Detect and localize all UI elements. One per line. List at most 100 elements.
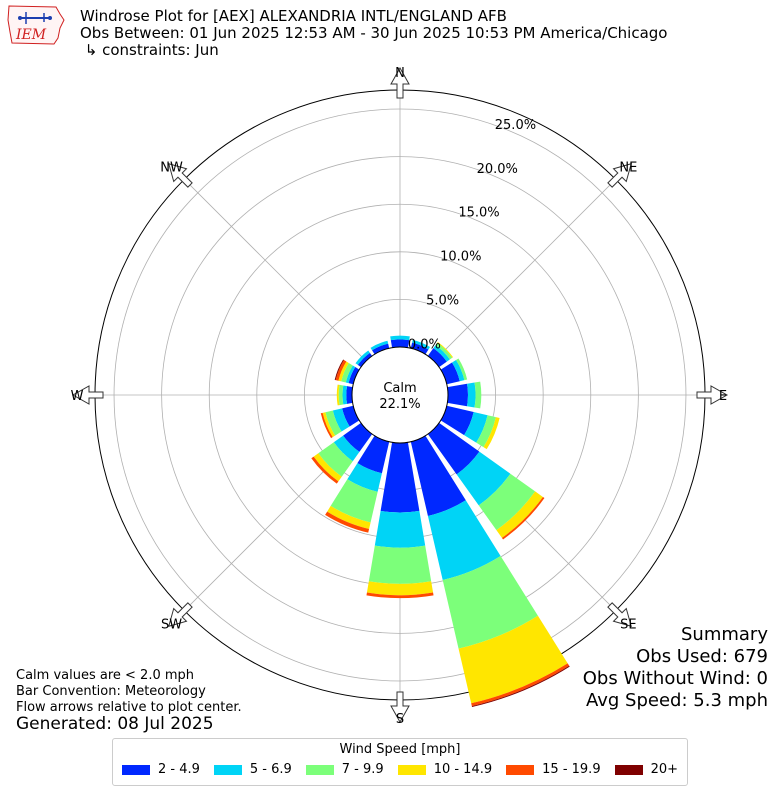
windrose-bar-ne xyxy=(435,342,453,360)
windrose-bar-ssw xyxy=(327,505,371,529)
legend-item: 20+ xyxy=(614,762,679,777)
windrose-bar-nne xyxy=(410,342,429,355)
radial-tick-label: 10.0% xyxy=(440,250,481,265)
windrose-bar-sse xyxy=(427,500,501,580)
compass-label: NW xyxy=(160,161,183,176)
compass-label: NE xyxy=(619,161,637,176)
compass-label: S xyxy=(396,712,404,727)
compass-label: W xyxy=(71,389,84,404)
constraints: ↳ constraints: Jun xyxy=(80,41,219,59)
iem-logo: IEM xyxy=(6,4,66,46)
radial-tick-label: 5.0% xyxy=(426,294,459,309)
windrose-bar-wsw xyxy=(342,405,360,427)
flow-arrow-icon xyxy=(168,602,193,627)
windrose-bar-w xyxy=(336,384,340,406)
windrose-bar-ese xyxy=(483,417,500,450)
windrose-bar-ssw xyxy=(347,463,382,492)
windrose-bar-sse xyxy=(442,555,538,649)
windrose-bar-nw xyxy=(357,352,373,368)
compass-label: SW xyxy=(161,617,182,632)
windrose-bar-wnw xyxy=(334,359,344,381)
windrose-bar-se xyxy=(478,473,536,531)
legend-swatch xyxy=(397,764,426,775)
legend-title: Wind Speed [mph] xyxy=(339,742,461,757)
windrose-bar-ssw xyxy=(357,435,390,474)
legend-item: 5 - 6.9 xyxy=(213,762,292,777)
windrose-bar-sw xyxy=(318,442,353,477)
windrose-bar-ene xyxy=(456,358,468,381)
windrose-bar-e xyxy=(447,383,468,407)
windrose-bar-ssw xyxy=(330,479,378,523)
legend-item: 10 - 14.9 xyxy=(397,762,493,777)
axis-labels: 0.0% 5.0% 10.0% 15.0% 20.0% 25.0% N NE E SE S SW W NW xyxy=(71,66,728,727)
summary-block: Summary Obs Used: 679 Obs Without Wind: … xyxy=(583,624,768,712)
radial-tick-label: 25.0% xyxy=(495,118,536,133)
generated-date: Generated: 08 Jul 2025 xyxy=(16,714,214,734)
legend-label: 7 - 9.9 xyxy=(341,762,384,777)
legend-label: 5 - 6.9 xyxy=(249,762,292,777)
chart-title: Windrose Plot for [AEX] ALEXANDRIA INTL/… xyxy=(80,7,507,25)
legend-swatch xyxy=(121,764,150,775)
calm-circle xyxy=(351,346,449,444)
windrose-bar-w xyxy=(342,385,348,405)
windrose-bar-sw xyxy=(333,435,360,462)
flow-arrow-icon xyxy=(71,385,104,405)
compass-label: SE xyxy=(620,617,636,632)
windrose-bar-ne xyxy=(427,348,447,368)
avg-speed: Avg Speed: 5.3 mph xyxy=(586,690,768,711)
windrose-bar-wsw xyxy=(320,412,333,439)
flow-arrow-icon xyxy=(696,385,729,405)
legend-swatch xyxy=(614,764,643,775)
windrose-bar-e xyxy=(474,381,482,409)
iowa-map-icon: IEM xyxy=(7,5,65,45)
legend-label: 2 - 4.9 xyxy=(157,762,200,777)
flow-arrows xyxy=(71,66,729,724)
windrose-bar-wnw xyxy=(335,359,347,381)
flow-arrow-icon xyxy=(607,163,632,188)
grid-spoke xyxy=(184,179,367,362)
windrose-bar-sw xyxy=(313,453,342,482)
convention-note: Bar Convention: Meteorology xyxy=(16,684,206,699)
windrose-bar-wnw xyxy=(345,365,356,384)
compass-label: N xyxy=(395,66,405,81)
windrose-bar-ssw xyxy=(325,511,370,533)
grid-spoke xyxy=(433,179,616,362)
radial-tick-label: 15.0% xyxy=(458,206,499,221)
windrose-bar-wnw xyxy=(341,363,353,383)
windrose-bar-n xyxy=(390,339,410,348)
obs-used: Obs Used: 679 xyxy=(636,646,768,667)
summary-title: Summary xyxy=(681,624,768,645)
legend-item: 7 - 9.9 xyxy=(305,762,384,777)
windrose-bar-s xyxy=(374,510,426,548)
legend-label: 20+ xyxy=(650,762,679,777)
windrose-bar-sse xyxy=(458,615,568,704)
windrose-bar-e xyxy=(467,382,476,408)
windrose-bar-se xyxy=(427,422,480,475)
legend-label: 10 - 14.9 xyxy=(433,762,493,777)
title-block: Windrose Plot for [AEX] ALEXANDRIA INTL/… xyxy=(80,8,667,59)
wind-bars xyxy=(311,335,570,708)
calm-label: Calm xyxy=(383,381,416,396)
windrose-bar-wnw xyxy=(348,367,360,385)
windrose-bar-n xyxy=(390,335,410,341)
legend: Wind Speed [mph] 2 - 4.9 5 - 6.9 7 - 9.9 10… xyxy=(112,738,688,786)
windrose-bar-nnw xyxy=(370,340,389,351)
windrose-bar-wnw xyxy=(338,361,349,382)
legend-item: 2 - 4.9 xyxy=(121,762,200,777)
windrose-bar-ese xyxy=(440,405,474,436)
legend-swatch xyxy=(213,764,242,775)
windrose-bar-sse xyxy=(471,663,570,707)
obs-without-wind: Obs Without Wind: 0 xyxy=(582,668,768,689)
calm-value: 22.1% xyxy=(379,397,420,412)
compass-label: E xyxy=(719,389,727,404)
windrose-bar-wsw xyxy=(322,412,336,438)
arrows-note: Flow arrows relative to plot center. xyxy=(16,700,242,715)
windrose-bar-s xyxy=(368,545,432,584)
windrose-bar-wsw xyxy=(325,410,342,436)
flow-arrow-icon xyxy=(390,66,410,99)
windrose-bar-s xyxy=(366,592,434,599)
flow-arrow-icon xyxy=(607,602,632,627)
windrose-bar-nne xyxy=(412,339,430,350)
windrose-bar-ne xyxy=(437,341,454,358)
